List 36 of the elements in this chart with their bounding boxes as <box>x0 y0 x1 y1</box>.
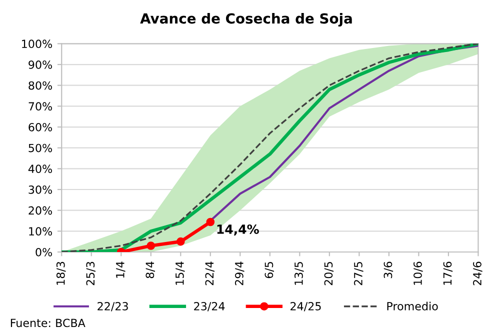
x-tick-label: 25/3 <box>86 262 96 286</box>
y-tick-label: 70% <box>28 102 52 111</box>
x-tick-label: 10/6 <box>414 262 423 285</box>
x-tick-label: 20/5 <box>324 262 334 286</box>
y-tick-label: 80% <box>28 81 52 90</box>
y-tick-label: 50% <box>28 144 52 152</box>
source-note: Fuente: BCBA <box>10 318 86 328</box>
x-tick-label: 6/5 <box>264 262 274 278</box>
y-tick-label: 40% <box>28 164 52 174</box>
y-tick-label: 60% <box>28 122 52 132</box>
y-tick-label: 0% <box>36 248 52 256</box>
x-tick-label: 1/4 <box>116 262 126 278</box>
data-label: 14,4% <box>217 224 259 236</box>
y-tick-label: 100% <box>22 40 52 48</box>
x-tick-label: 17/6 <box>443 262 453 285</box>
y-tick-label: 90% <box>28 60 52 69</box>
x-tick-label: 15/4 <box>176 262 185 285</box>
legend-label: 24/25 <box>290 302 321 312</box>
x-tick-label: 29/4 <box>234 262 244 286</box>
point <box>176 237 185 246</box>
x-tick-label: 22/4 <box>205 262 215 286</box>
point <box>206 218 215 226</box>
x-tick-label: 18/3 <box>56 262 66 285</box>
x-tick-label: 3/6 <box>384 262 394 278</box>
x-tick-label: 13/5 <box>294 262 304 285</box>
y-tick-label: 20% <box>28 206 52 215</box>
y-tick-label: 30% <box>28 185 52 194</box>
x-tick-label: 27/5 <box>354 262 364 286</box>
legend-label: 23/24 <box>194 302 225 312</box>
chart-title: Avance de Cosecha de Soja <box>140 12 352 27</box>
point <box>146 242 156 250</box>
y-tick-label: 10% <box>29 227 52 236</box>
x-tick-label: 24/6 <box>473 262 482 286</box>
legend-label: 22/23 <box>98 302 128 312</box>
legend-label: Promedio <box>387 302 438 310</box>
x-tick-label: 8/4 <box>146 262 155 278</box>
